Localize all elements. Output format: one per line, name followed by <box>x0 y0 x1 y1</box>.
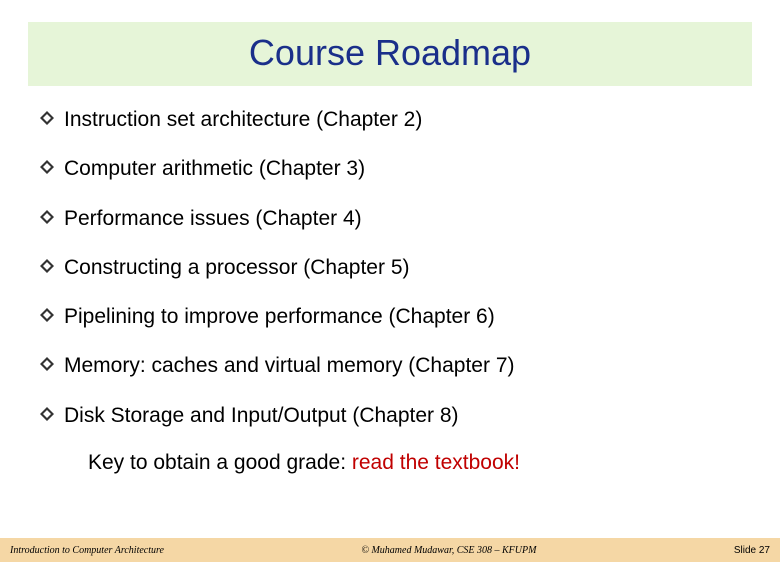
bullet-text: Disk Storage and Input/Output (Chapter 8… <box>64 402 459 429</box>
diamond-icon <box>40 308 54 322</box>
diamond-icon <box>40 210 54 224</box>
slide-content: Instruction set architecture (Chapter 2)… <box>0 86 780 475</box>
diamond-icon <box>40 160 54 174</box>
diamond-icon <box>40 111 54 125</box>
diamond-icon <box>40 357 54 371</box>
slide-footer: Introduction to Computer Architecture © … <box>0 538 780 562</box>
footer-right: Slide 27 <box>734 545 770 556</box>
bullet-text: Performance issues (Chapter 4) <box>64 205 362 232</box>
list-item: Constructing a processor (Chapter 5) <box>40 254 740 281</box>
footer-left: Introduction to Computer Architecture <box>10 545 164 556</box>
footer-center: © Muhamed Mudawar, CSE 308 – KFUPM <box>164 545 734 556</box>
key-prefix: Key to obtain a good grade: <box>88 451 352 474</box>
list-item: Performance issues (Chapter 4) <box>40 205 740 232</box>
title-bar: Course Roadmap <box>28 22 752 86</box>
list-item: Instruction set architecture (Chapter 2) <box>40 106 740 133</box>
key-action: read the textbook! <box>352 451 520 474</box>
bullet-text: Memory: caches and virtual memory (Chapt… <box>64 352 515 379</box>
bullet-text: Computer arithmetic (Chapter 3) <box>64 155 365 182</box>
list-item: Memory: caches and virtual memory (Chapt… <box>40 352 740 379</box>
diamond-icon <box>40 407 54 421</box>
bullet-text: Pipelining to improve performance (Chapt… <box>64 303 495 330</box>
list-item: Pipelining to improve performance (Chapt… <box>40 303 740 330</box>
bullet-text: Instruction set architecture (Chapter 2) <box>64 106 422 133</box>
bullet-text: Constructing a processor (Chapter 5) <box>64 254 410 281</box>
key-line: Key to obtain a good grade: read the tex… <box>40 451 740 475</box>
diamond-icon <box>40 259 54 273</box>
slide-title: Course Roadmap <box>28 32 752 74</box>
list-item: Computer arithmetic (Chapter 3) <box>40 155 740 182</box>
list-item: Disk Storage and Input/Output (Chapter 8… <box>40 402 740 429</box>
